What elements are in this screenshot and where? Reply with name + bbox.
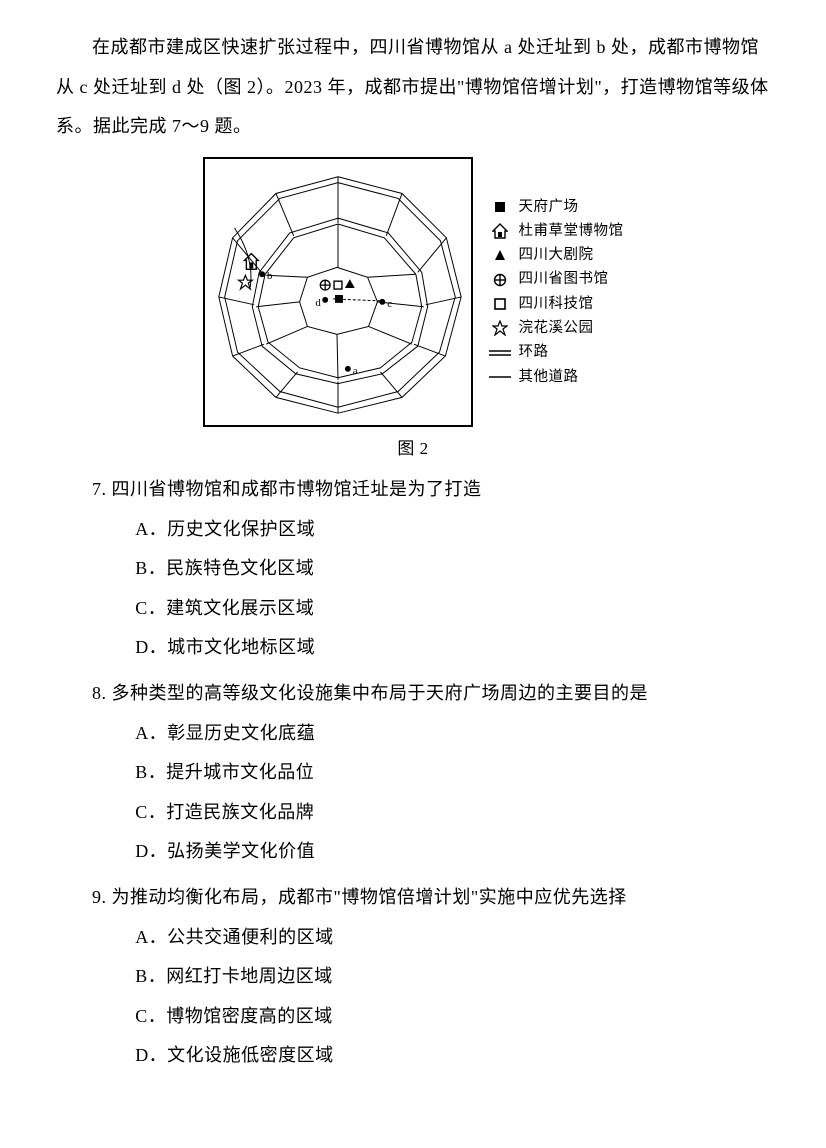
legend-label: 浣花溪公园 [519, 318, 594, 338]
option-7b: B．民族特色文化区域 [135, 549, 770, 589]
figure-block: a c d [56, 157, 770, 462]
q-num: 8. [92, 683, 107, 703]
legend-label: 四川大剧院 [519, 245, 594, 265]
question-8: 8. 多种类型的高等级文化设施集中布局于天府广场周边的主要目的是 A．彰显历史文… [56, 674, 770, 872]
option-7d: D．城市文化地标区域 [135, 628, 770, 668]
q-stem-text: 四川省博物馆和成都市博物馆迁址是为了打造 [112, 479, 482, 499]
legend-item-triangle: 四川大剧院 [489, 245, 624, 265]
option-9a: A．公共交通便利的区域 [135, 918, 770, 958]
option-9c: C．博物馆密度高的区域 [135, 997, 770, 1037]
q-num: 7. [92, 479, 107, 499]
legend-label: 其他道路 [519, 367, 579, 387]
svg-text:c: c [387, 298, 392, 310]
svg-text:d: d [315, 297, 321, 309]
svg-text:a: a [352, 365, 357, 377]
legend-item-star: 浣花溪公园 [489, 318, 624, 338]
legend-label: 天府广场 [519, 197, 579, 217]
legend-label: 环路 [519, 342, 549, 362]
legend-item-double-line: 环路 [489, 342, 624, 362]
legend-item-circ-plus: 四川省图书馆 [489, 269, 624, 289]
option-9b: B．网红打卡地周边区域 [135, 957, 770, 997]
option-8d: D．弘扬美学文化价值 [135, 832, 770, 872]
legend-item-square: 天府广场 [489, 197, 624, 217]
legend-item-single-line: 其他道路 [489, 367, 624, 387]
legend-label: 四川省图书馆 [519, 269, 609, 289]
option-7a: A．历史文化保护区域 [135, 510, 770, 550]
svg-text:b: b [267, 270, 273, 282]
legend-label: 四川科技馆 [519, 294, 594, 314]
q-num: 9. [92, 887, 107, 907]
q-stem-text: 多种类型的高等级文化设施集中布局于天府广场周边的主要目的是 [112, 683, 649, 703]
option-9d: D．文化设施低密度区域 [135, 1036, 770, 1076]
legend-item-sq-outline: 四川科技馆 [489, 294, 624, 314]
q-stem-text: 为推动均衡化布局，成都市"博物馆倍增计划"实施中应优先选择 [112, 887, 627, 907]
legend-item-house: 杜甫草堂博物馆 [489, 221, 624, 241]
legend-label: 杜甫草堂博物馆 [519, 221, 624, 241]
intro-text: 在成都市建成区快速扩张过程中，四川省博物馆从 a 处迁址到 b 处，成都市博物馆… [56, 28, 770, 147]
figure-caption: 图 2 [397, 435, 428, 462]
question-7: 7. 四川省博物馆和成都市博物馆迁址是为了打造 A．历史文化保护区域 B．民族特… [56, 470, 770, 668]
option-8a: A．彰显历史文化底蕴 [135, 714, 770, 754]
map-diagram: a c d [203, 157, 473, 427]
option-8b: B．提升城市文化品位 [135, 753, 770, 793]
question-9: 9. 为推动均衡化布局，成都市"博物馆倍增计划"实施中应优先选择 A．公共交通便… [56, 878, 770, 1076]
option-7c: C．建筑文化展示区域 [135, 589, 770, 629]
option-8c: C．打造民族文化品牌 [135, 793, 770, 833]
legend: 天府广场 杜甫草堂博物馆 四川大剧院 四川省图书馆 四川科技馆 浣花溪公园 [489, 197, 624, 387]
